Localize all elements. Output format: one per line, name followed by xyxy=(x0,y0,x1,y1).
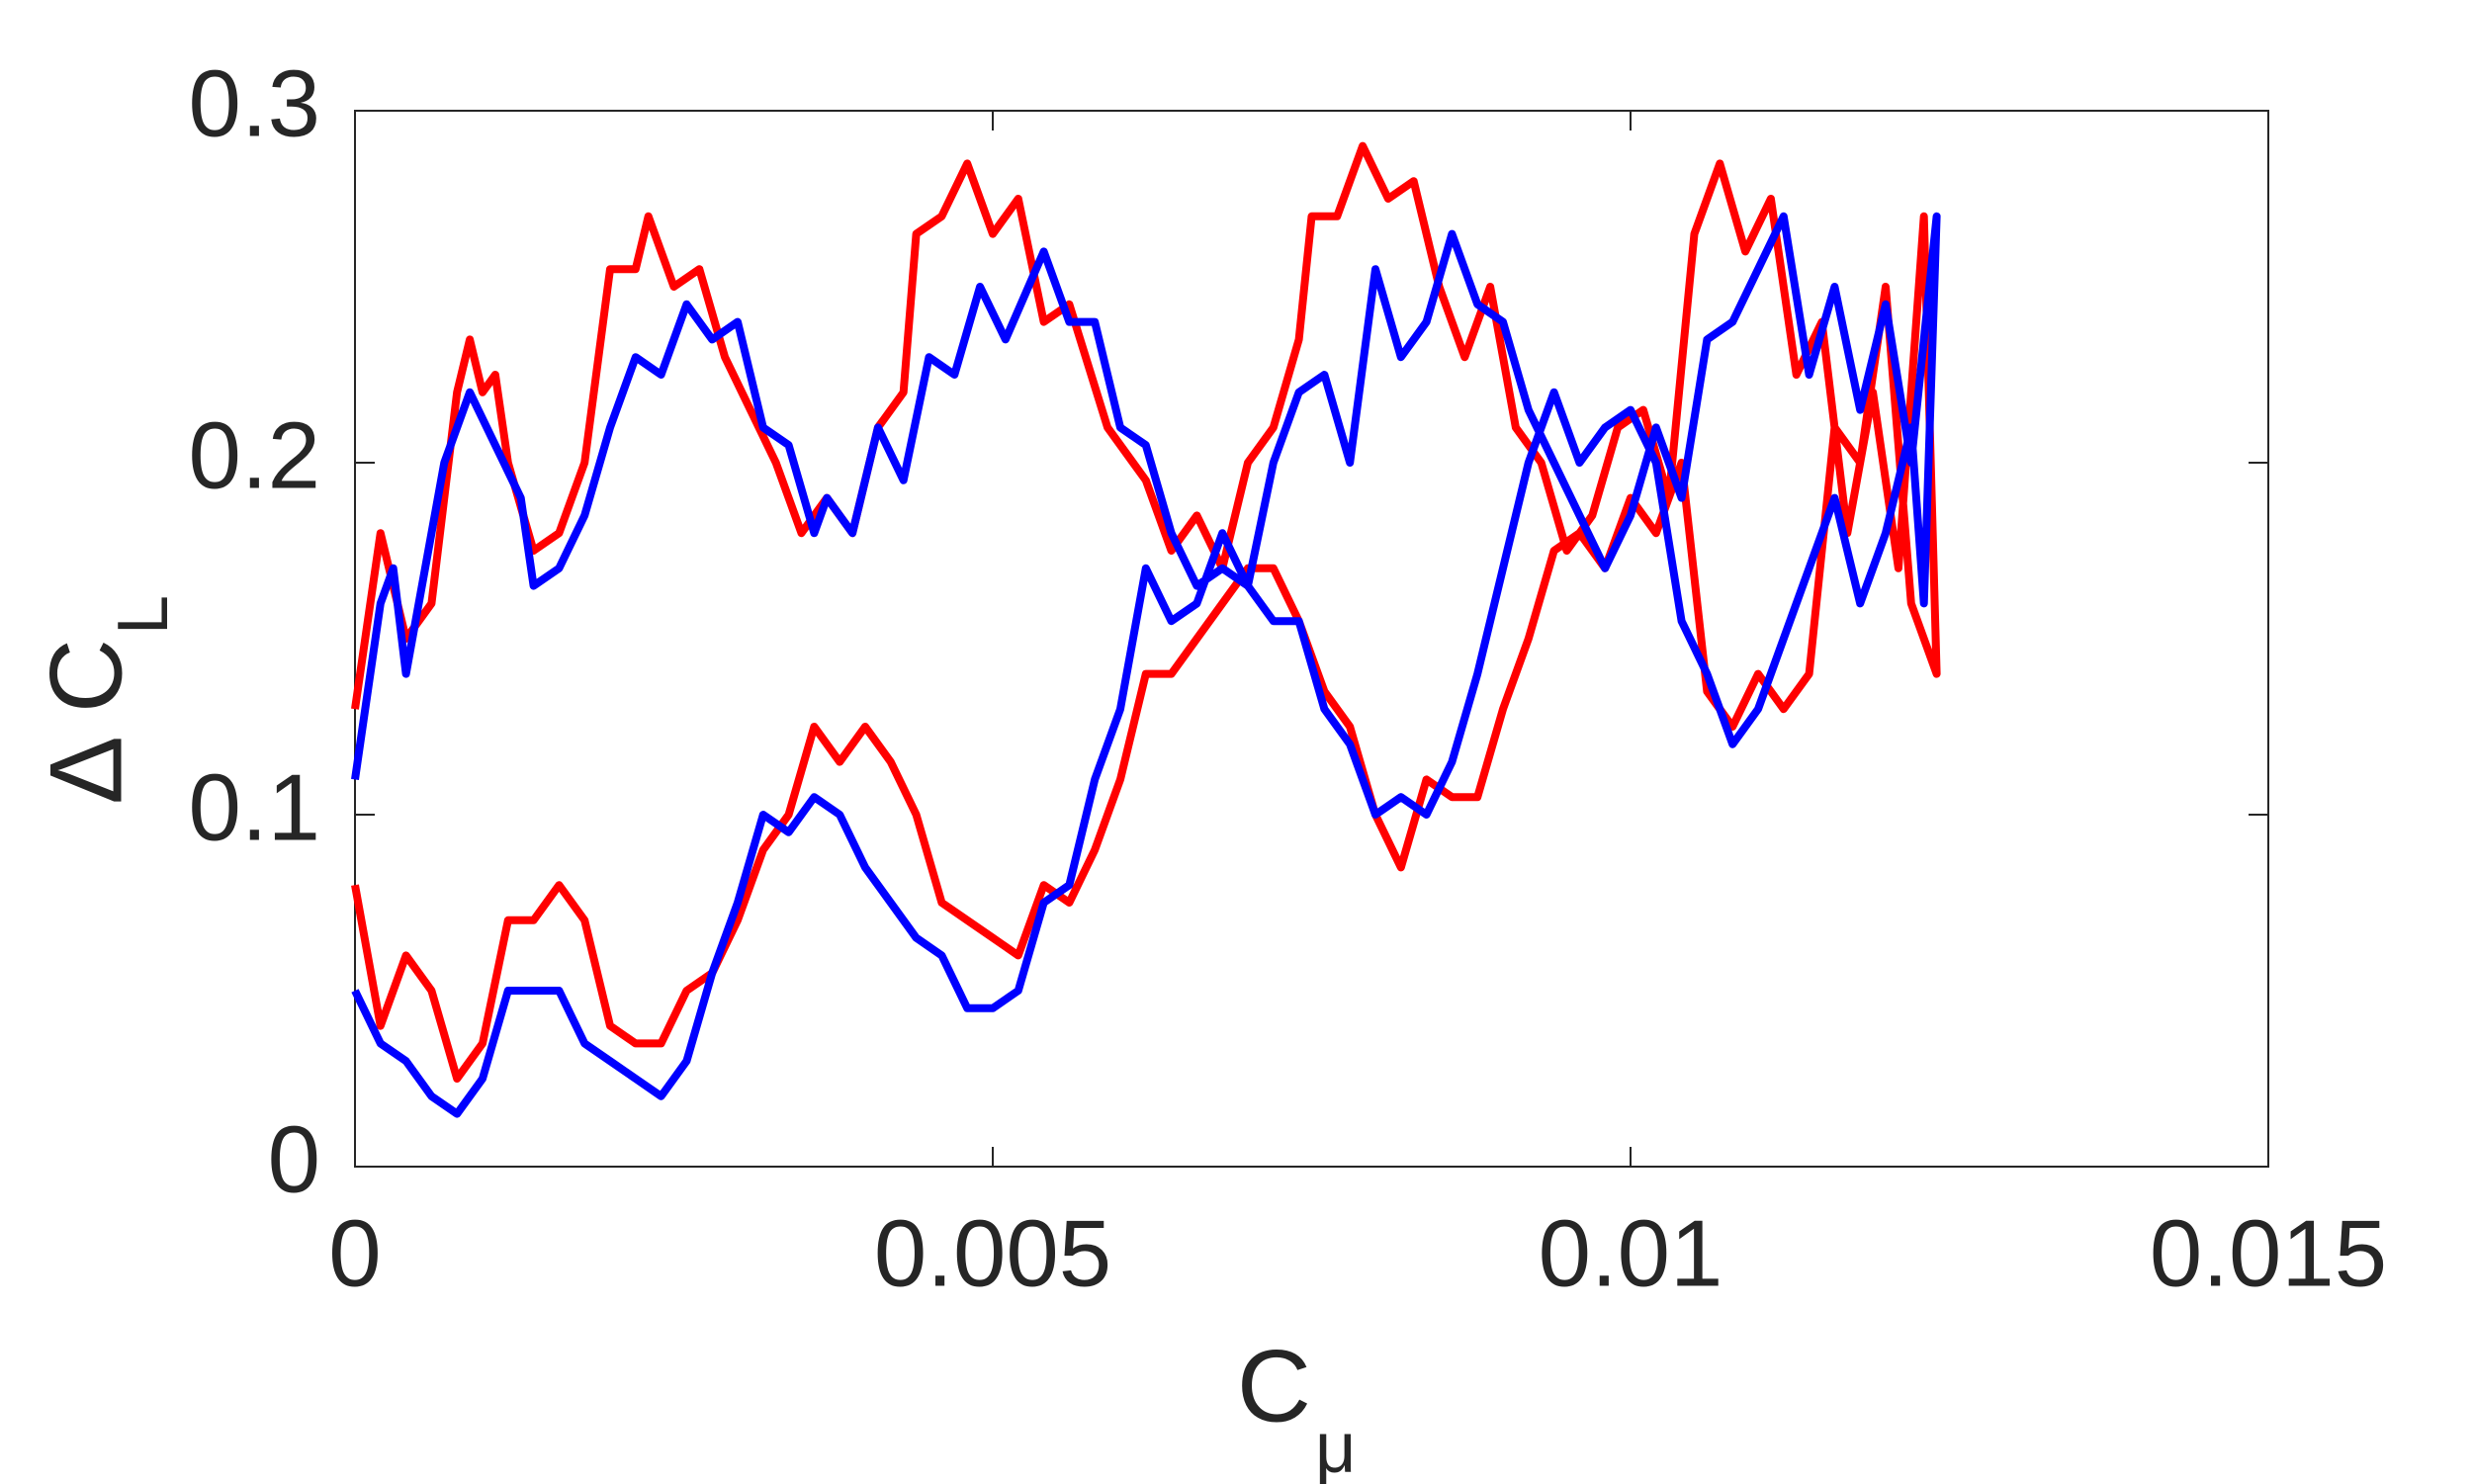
x-axis-label: C xyxy=(1237,1329,1311,1443)
data-line xyxy=(351,212,1941,1118)
y-tick-label: 0 xyxy=(268,1106,320,1212)
y-tick-label: 0.2 xyxy=(189,402,320,508)
x-tick-label: 0.005 xyxy=(874,1200,1111,1306)
y-axis-label: Δ C xyxy=(29,639,143,805)
x-tick-label: 0 xyxy=(328,1200,381,1306)
y-tick-label: 0.3 xyxy=(189,50,320,156)
y-tick-label: 0.1 xyxy=(189,754,320,860)
plot-frame xyxy=(354,110,2269,1168)
x-axis-subscript: μ xyxy=(1315,1409,1356,1484)
x-tick-label: 0.01 xyxy=(1539,1200,1723,1306)
x-tick-label: 0.015 xyxy=(2150,1200,2387,1306)
y-axis-subscript: L xyxy=(104,595,183,635)
